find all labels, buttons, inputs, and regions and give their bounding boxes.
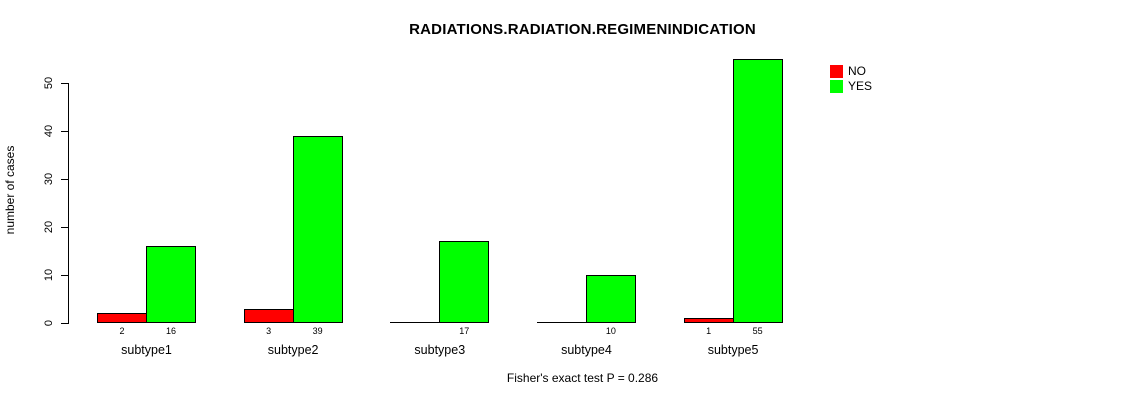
legend-label: NO — [848, 64, 866, 78]
legend: NO YES — [830, 65, 872, 95]
legend-item-yes: YES — [830, 80, 872, 93]
bar-yes-subtype5 — [732, 59, 783, 323]
legend-swatch-icon — [830, 65, 843, 78]
legend-label: YES — [848, 79, 873, 93]
y-tick-label: 40 — [43, 124, 55, 138]
bar-value-label: 39 — [312, 326, 323, 336]
category-label: subtype2 — [267, 343, 319, 357]
y-axis-label: number of cases — [3, 145, 17, 235]
y-tick-label: 30 — [43, 172, 55, 186]
y-tick-label: 0 — [43, 319, 55, 327]
y-tick-label: 20 — [43, 220, 55, 234]
annotation-text: Fisher's exact test P = 0.286 — [506, 371, 659, 385]
category-label: subtype4 — [561, 343, 612, 357]
bar-yes-subtype2 — [292, 136, 343, 323]
y-tick — [61, 323, 68, 324]
chart-title: RADIATIONS.RADIATION.REGIMENINDICATION — [409, 21, 756, 38]
y-tick — [61, 227, 68, 228]
bar-value-label: 10 — [605, 326, 616, 336]
bar-value-label: 3 — [266, 326, 272, 336]
bar-no-subtype1 — [97, 313, 147, 323]
bar-yes-subtype1 — [146, 246, 196, 323]
y-tick-label: 10 — [43, 268, 55, 282]
bar-value-label: 2 — [119, 326, 125, 336]
category-label: subtype5 — [707, 343, 759, 357]
bar-no-subtype3 — [390, 322, 441, 323]
y-tick — [61, 83, 68, 84]
bar-yes-subtype3 — [439, 241, 490, 323]
bar-value-label: 55 — [752, 326, 763, 336]
legend-swatch-icon — [830, 80, 843, 93]
category-label: subtype3 — [414, 343, 466, 357]
bar-no-subtype4 — [536, 322, 587, 323]
category-label: subtype1 — [121, 343, 172, 357]
bar-value-label: 1 — [706, 326, 712, 336]
bar-value-label: 17 — [459, 326, 470, 336]
bar-value-label: 16 — [165, 326, 176, 336]
bar-yes-subtype4 — [585, 275, 636, 323]
y-tick-label: 50 — [43, 76, 55, 90]
bar-no-subtype5 — [683, 318, 734, 323]
y-tick — [61, 179, 68, 180]
legend-item-no: NO — [830, 65, 872, 78]
y-tick — [61, 275, 68, 276]
bar-no-subtype2 — [243, 309, 294, 323]
y-tick — [61, 131, 68, 132]
y-axis-line — [68, 83, 69, 324]
